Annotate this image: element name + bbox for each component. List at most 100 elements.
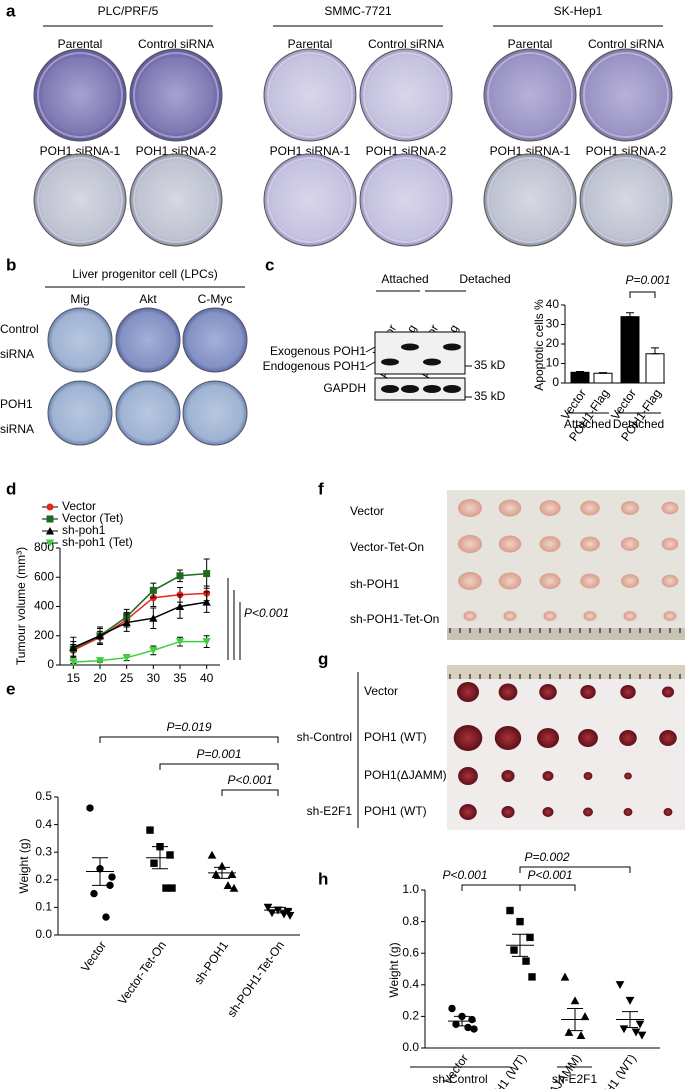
point (122, 654, 131, 662)
point (168, 884, 176, 892)
panel-label: d (6, 479, 16, 498)
point (452, 1020, 460, 1029)
y-tick-label: 0.2 (402, 1009, 419, 1023)
point (576, 1031, 586, 1040)
group-label: Detached (613, 417, 664, 431)
dish (263, 48, 357, 142)
point (175, 638, 185, 646)
blot (374, 331, 466, 375)
point (470, 1025, 478, 1033)
condition-label: Detached (459, 272, 510, 286)
dish-label: POH1 siRNA-1 (490, 144, 571, 158)
dish-rim (487, 157, 573, 243)
dish-rim (37, 52, 123, 138)
row-label: Vector (350, 504, 384, 518)
error-bar (599, 372, 607, 374)
bracket (461, 884, 521, 891)
dish (483, 48, 577, 142)
x-tick-label: 35 (173, 671, 187, 685)
tumour (453, 725, 483, 751)
condition-label: Attached (381, 272, 428, 286)
x-tick-label: Vector-Tet-On (115, 939, 169, 1008)
band (443, 343, 461, 351)
legend-marker (45, 539, 55, 548)
dish (483, 153, 577, 247)
y-tick-label: 0.3 (35, 844, 52, 858)
dish-rim (37, 157, 123, 243)
point (150, 859, 158, 867)
row-label: siRNA (0, 422, 34, 436)
tumour (659, 730, 677, 746)
column-label: C-Myc (198, 292, 233, 306)
point (122, 618, 131, 627)
annotation: P=0.001 (196, 747, 241, 761)
y-tick-label: 0.6 (402, 945, 419, 959)
y-tick-label: 10 (546, 356, 560, 370)
bar (645, 353, 665, 384)
point (570, 996, 580, 1005)
dish-label: POH1 siRNA-1 (270, 144, 351, 158)
point (615, 981, 625, 990)
series-line (73, 592, 207, 652)
tumour (543, 611, 557, 621)
annotation: P<0.001 (527, 868, 572, 882)
point (229, 883, 239, 892)
dish (33, 153, 127, 247)
point (203, 570, 211, 578)
band-pointer (365, 361, 376, 368)
group-label: sh-E2F1 (552, 1072, 598, 1086)
tumour (498, 499, 522, 517)
dish (129, 48, 223, 142)
point (176, 572, 184, 580)
row-label: Vector-Tet-On (350, 540, 424, 554)
point (207, 850, 217, 859)
y-tick-label: 0 (47, 657, 54, 671)
series-line (73, 572, 207, 650)
tumour (661, 686, 675, 698)
tumour (457, 682, 479, 702)
point (86, 804, 94, 812)
row-label: POH1(ΔJAMM) (364, 768, 447, 782)
x-tick-label: 25 (120, 671, 134, 685)
dish-label: Parental (58, 37, 103, 51)
dish-label: POH1 siRNA-1 (40, 144, 121, 158)
tumour (661, 501, 679, 515)
x-tick-label: 15 (67, 671, 81, 685)
dish-rim (133, 157, 219, 243)
bar (570, 371, 590, 384)
error-bar (622, 1011, 638, 1028)
dish (115, 307, 181, 373)
tumour (580, 536, 600, 552)
y-tick-label: 0.1 (35, 900, 52, 914)
column-label: Akt (139, 292, 157, 306)
x-tick-label: sh-POH1-Tet-On (224, 939, 287, 1020)
dish-label: POH1 siRNA-2 (586, 144, 667, 158)
error-bar (567, 1008, 583, 1032)
dish-rim (133, 52, 219, 138)
error-bar (270, 906, 286, 914)
row-label: Vector (364, 684, 398, 698)
point (564, 1027, 574, 1036)
y-tick-label: 200 (34, 628, 54, 642)
size-marker: 35 kD (474, 358, 506, 372)
tumour (501, 770, 515, 782)
tumour (583, 772, 593, 780)
dish-rim (267, 52, 353, 138)
photo-g (447, 665, 685, 830)
row-label: POH1 (WT) (364, 730, 427, 744)
point (149, 646, 158, 655)
dish (182, 380, 248, 446)
annotation: P=0.001 (625, 273, 670, 287)
y-tick-label: 30 (546, 317, 560, 331)
point (506, 906, 514, 915)
point (448, 1004, 456, 1013)
bar (620, 316, 640, 384)
point (526, 933, 534, 942)
panel-title: Liver progenitor cell (LPCs) (72, 267, 217, 281)
tumour (583, 611, 597, 621)
tumour (537, 728, 559, 748)
tumour (542, 771, 554, 781)
size-marker: 35 kD (474, 389, 506, 403)
dish-rim (487, 52, 573, 138)
